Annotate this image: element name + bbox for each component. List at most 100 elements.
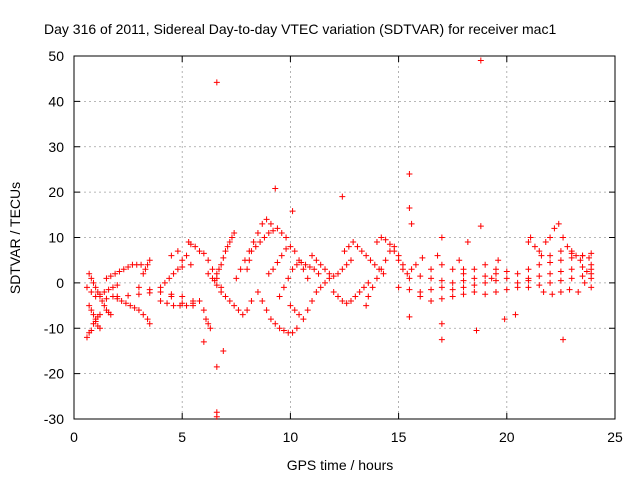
data-point <box>560 336 567 343</box>
data-point <box>536 273 543 280</box>
data-point <box>101 302 108 309</box>
data-point <box>488 275 495 282</box>
data-point <box>428 275 435 282</box>
data-point <box>125 263 132 270</box>
data-point <box>287 302 294 309</box>
data-point <box>309 252 316 259</box>
data-point <box>96 325 103 332</box>
data-point <box>107 273 114 280</box>
data-point <box>213 270 220 277</box>
data-point <box>168 252 175 259</box>
data-point <box>406 313 413 320</box>
data-point <box>315 270 322 277</box>
data-point <box>259 298 266 305</box>
data-point <box>166 275 173 282</box>
data-point <box>146 257 153 264</box>
data-point <box>274 259 281 266</box>
data-point <box>177 302 184 309</box>
data-point <box>220 254 227 261</box>
data-point <box>525 239 532 246</box>
data-point <box>196 248 203 255</box>
data-point <box>412 261 419 268</box>
data-point <box>438 277 445 284</box>
y-axis-label: SDTVAR / TECUs <box>7 182 23 294</box>
data-point <box>531 243 538 250</box>
data-point <box>254 229 261 236</box>
data-point <box>127 302 134 309</box>
data-point <box>101 288 108 295</box>
data-point <box>174 248 181 255</box>
data-point <box>280 284 287 291</box>
data-point <box>190 300 197 307</box>
data-point <box>237 266 244 273</box>
data-point <box>248 248 255 255</box>
data-point <box>471 282 478 289</box>
data-point <box>140 270 147 277</box>
data-point <box>88 275 95 282</box>
axis-ticks <box>73 55 616 420</box>
data-point <box>179 263 186 270</box>
data-point <box>536 282 543 289</box>
data-point <box>406 286 413 293</box>
data-points <box>83 57 595 420</box>
chart-title: Day 316 of 2011, Sidereal Day-to-day VTE… <box>44 21 556 37</box>
data-point <box>378 234 385 241</box>
data-point <box>289 329 296 336</box>
data-point <box>83 334 90 341</box>
data-point <box>575 288 582 295</box>
data-point <box>557 288 564 295</box>
data-point <box>456 257 463 264</box>
data-point <box>302 261 309 268</box>
data-point <box>460 291 467 298</box>
data-point <box>382 236 389 243</box>
data-point <box>142 266 149 273</box>
data-point <box>540 288 547 295</box>
data-point <box>109 284 116 291</box>
data-point <box>579 273 586 280</box>
data-point <box>434 252 441 259</box>
data-point <box>347 257 354 264</box>
data-point <box>215 266 222 273</box>
data-point <box>564 243 571 250</box>
data-point <box>583 268 590 275</box>
data-point <box>254 288 261 295</box>
y-tick-label: 50 <box>48 48 64 64</box>
data-point <box>146 286 153 293</box>
data-point <box>547 234 554 241</box>
data-point <box>88 307 95 314</box>
data-point <box>291 307 298 314</box>
data-point <box>373 239 380 246</box>
data-point <box>83 284 90 291</box>
data-point <box>339 193 346 200</box>
data-point <box>200 250 207 257</box>
data-point <box>482 291 489 298</box>
data-point <box>231 229 238 236</box>
data-point <box>274 225 281 232</box>
data-point <box>527 234 534 241</box>
data-point <box>298 259 305 266</box>
data-point <box>566 286 573 293</box>
data-point <box>228 234 235 241</box>
data-point <box>263 307 270 314</box>
data-point <box>205 270 212 277</box>
y-tick-label: -30 <box>44 411 64 427</box>
x-tick-label: 20 <box>499 429 515 445</box>
data-point <box>144 261 151 268</box>
data-point <box>278 229 285 236</box>
data-point <box>335 293 342 300</box>
data-point <box>568 266 575 273</box>
data-point <box>200 338 207 345</box>
data-point <box>449 293 456 300</box>
data-point <box>118 298 125 305</box>
data-point <box>200 307 207 314</box>
data-point <box>460 277 467 284</box>
data-point <box>96 311 103 318</box>
data-point <box>354 243 361 250</box>
data-point <box>244 307 251 314</box>
data-point <box>122 300 129 307</box>
data-point <box>345 243 352 250</box>
data-point <box>477 223 484 230</box>
data-point <box>343 300 350 307</box>
data-point <box>235 307 242 314</box>
data-point <box>280 327 287 334</box>
